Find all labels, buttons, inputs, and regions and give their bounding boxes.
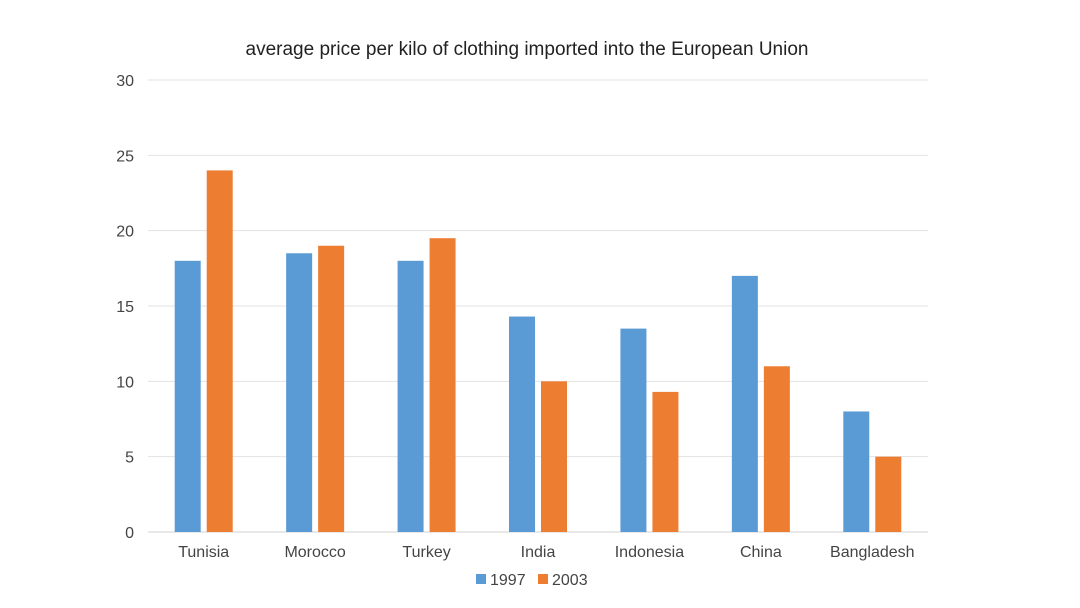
- y-tick-label: 5: [125, 450, 134, 467]
- bar-1997-india: [509, 316, 535, 532]
- x-tick-label: Morocco: [284, 544, 345, 561]
- x-tick-label: Turkey: [402, 544, 450, 561]
- legend-label-1997: 1997: [490, 572, 526, 589]
- bar-2003-bangladesh: [875, 456, 902, 532]
- y-tick-label: 20: [116, 224, 134, 241]
- y-axis-ticks: 0 5 10 15 20 25 30: [116, 73, 134, 542]
- bar-1997-turkey: [397, 260, 424, 532]
- bar-1997-indonesia: [620, 328, 647, 532]
- y-tick-label: 10: [116, 374, 134, 391]
- x-tick-label: Indonesia: [615, 544, 684, 561]
- x-tick-label: Bangladesh: [830, 544, 915, 561]
- chart-title: average price per kilo of clothing impor…: [246, 39, 809, 60]
- legend-label-2003: 2003: [552, 572, 588, 589]
- bar-2003-morocco: [318, 245, 345, 532]
- gridlines: [148, 79, 928, 533]
- x-tick-label: India: [521, 544, 556, 561]
- legend: 1997 2003: [476, 572, 588, 589]
- y-tick-label: 30: [116, 73, 134, 90]
- bar-2003-china: [763, 366, 790, 532]
- y-tick-label: 0: [125, 525, 134, 542]
- bar-1997-bangladesh: [843, 411, 870, 532]
- y-tick-label: 15: [116, 299, 134, 316]
- bar-2003-indonesia: [652, 391, 679, 532]
- bar-2003-tunisia: [206, 170, 233, 532]
- legend-swatch-2003: [538, 574, 548, 584]
- bar-1997-tunisia: [174, 260, 201, 532]
- legend-swatch-1997: [476, 574, 486, 584]
- x-tick-label: Tunisia: [178, 544, 229, 561]
- bar-1997-morocco: [286, 253, 313, 532]
- x-axis-ticks: Tunisia Morocco Turkey India Indonesia China B…: [178, 544, 914, 561]
- x-tick-label: China: [740, 544, 782, 561]
- y-tick-label: 25: [116, 148, 134, 165]
- bar-2003-india: [541, 381, 567, 532]
- bar-1997-china: [731, 275, 758, 532]
- bars: [174, 170, 902, 532]
- bar-2003-turkey: [429, 238, 456, 532]
